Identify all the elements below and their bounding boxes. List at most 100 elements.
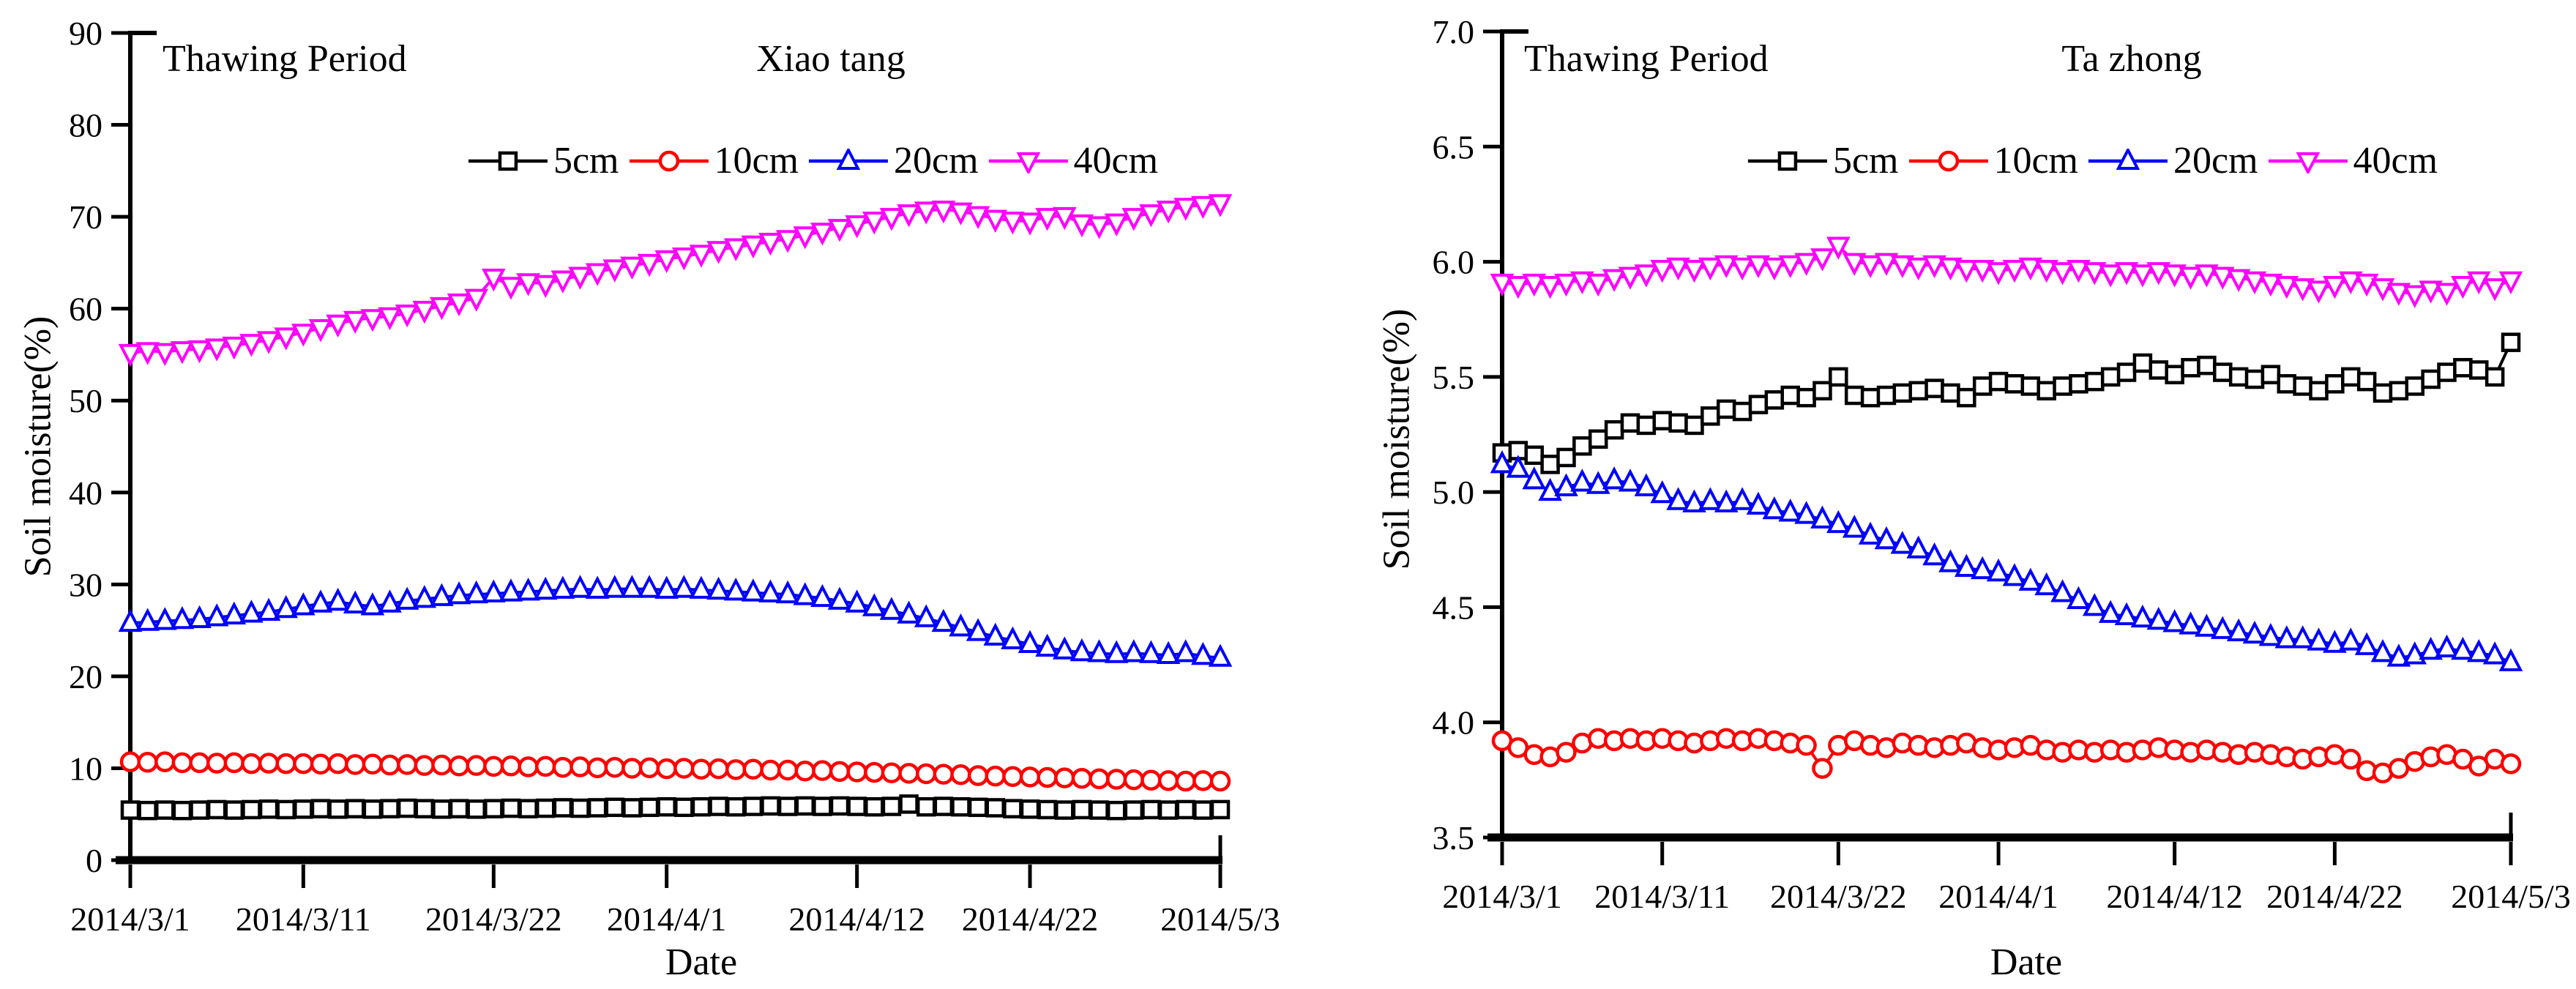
- circle-marker: [431, 754, 452, 776]
- y-tick-label: 70: [69, 198, 102, 236]
- legend-square-icon: [468, 151, 548, 171]
- circle-marker: [362, 753, 384, 775]
- triangle-up-marker: [1874, 526, 1899, 550]
- triangle-up-marker: [1762, 496, 1787, 520]
- square-marker: [1556, 447, 1576, 468]
- triangle-down-marker: [1826, 236, 1851, 260]
- square-marker: [432, 799, 452, 819]
- triangle-down-marker: [1173, 198, 1198, 221]
- circle-marker: [846, 761, 867, 783]
- circle-marker: [327, 753, 348, 775]
- y-tick-label: 5.5: [1433, 359, 1475, 396]
- legend-label: 20cm: [2173, 140, 2258, 182]
- square-marker: [1812, 381, 1832, 400]
- square-marker: [2036, 381, 2056, 400]
- legend-triangle-down-icon: [988, 152, 1068, 173]
- square-marker: [1572, 436, 1592, 456]
- triangle-up-marker: [827, 586, 852, 610]
- triangle-down-marker: [2435, 283, 2459, 306]
- chart-1: 3.5 4.0 4.5 5.0 5.5 6.0 6.5 7.0 2014/3/1 2014/3/1…: [1433, 13, 2571, 915]
- triangle-up-marker: [222, 601, 247, 625]
- triangle-down-marker: [1794, 253, 1818, 276]
- triangle-up-marker: [2291, 625, 2315, 649]
- square-marker: [1716, 399, 1736, 419]
- triangle-down-marker: [862, 212, 886, 235]
- square-marker: [2277, 374, 2297, 394]
- circle-marker: [119, 751, 141, 772]
- square-marker: [2309, 381, 2329, 400]
- axes: [111, 31, 1222, 888]
- triangle-down-marker: [1698, 257, 1722, 281]
- triangle-down-marker: [741, 235, 766, 259]
- square-marker: [2341, 367, 2361, 387]
- triangle-up-marker: [2195, 613, 2219, 637]
- square-marker: [2197, 355, 2217, 376]
- triangle-down-marker: [2354, 273, 2379, 297]
- square-marker: [1089, 800, 1109, 820]
- triangle-up-marker: [897, 600, 921, 624]
- circle-marker: [1157, 770, 1179, 791]
- triangle-up-marker: [1890, 531, 1915, 554]
- series-5cm: [120, 794, 1231, 821]
- triangle-down-marker: [533, 275, 558, 299]
- triangle-up-marker: [2466, 639, 2491, 663]
- triangle-up-marker: [447, 581, 471, 605]
- triangle-down-marker: [1906, 257, 1930, 281]
- triangle-down-marker: [447, 293, 471, 317]
- triangle-down-marker: [170, 341, 195, 365]
- triangle-down-marker: [2498, 271, 2523, 295]
- square-marker: [2469, 360, 2489, 380]
- triangle-down-marker: [2226, 269, 2251, 292]
- square-marker: [1892, 383, 1913, 403]
- triangle-down-marker: [914, 201, 938, 225]
- triangle-down-marker: [2034, 260, 2058, 283]
- triangle-down-marker: [1986, 262, 2011, 285]
- triangle-down-marker: [326, 314, 350, 338]
- triangle-down-marker: [637, 253, 662, 277]
- triangle-up-marker: [2403, 641, 2427, 665]
- series-line-5cm: [1501, 341, 2512, 466]
- triangle-down-marker: [1714, 255, 1739, 279]
- y-tick-label: 7.0: [1433, 13, 1475, 51]
- square-marker: [1037, 799, 1057, 820]
- triangle-up-marker: [1746, 491, 1771, 515]
- square-marker: [2356, 371, 2377, 392]
- triangle-up-marker: [585, 575, 610, 599]
- triangle-down-marker: [810, 223, 835, 246]
- triangle-up-marker: [1858, 521, 1883, 545]
- triangle-up-marker: [1634, 473, 1659, 496]
- triangle-up-marker: [1538, 477, 1562, 501]
- triangle-down-marker: [966, 206, 990, 229]
- x-axis-title: Date: [1990, 941, 2063, 983]
- triangle-down-marker: [1858, 255, 1883, 279]
- triangle-down-marker: [135, 342, 160, 365]
- triangle-up-marker: [983, 622, 1008, 646]
- y-tick-label: 6.0: [1433, 244, 1475, 281]
- square-marker: [1141, 799, 1161, 820]
- triangle-up-marker: [1570, 469, 1594, 492]
- circle-marker: [604, 756, 626, 778]
- triangle-up-marker: [187, 605, 212, 629]
- circle-marker: [950, 764, 971, 785]
- triangle-up-marker: [793, 582, 818, 605]
- x-tick-label: 2014/5/3: [1160, 900, 1280, 938]
- square-marker: [155, 800, 175, 820]
- square-marker: [466, 799, 486, 819]
- triangle-down-marker: [1842, 253, 1867, 276]
- square-marker: [518, 799, 538, 818]
- square-marker: [847, 796, 867, 816]
- triangle-up-marker: [326, 587, 350, 611]
- square-marker: [2389, 381, 2409, 400]
- circle-marker: [137, 752, 158, 773]
- square-marker: [899, 794, 919, 814]
- circle-marker: [1089, 768, 1110, 790]
- triangle-down-marker: [1634, 264, 1659, 288]
- triangle-down-marker: [2067, 260, 2091, 283]
- triangle-down-marker: [412, 300, 437, 324]
- triangle-down-marker: [2002, 260, 2027, 283]
- circle-marker: [241, 753, 262, 775]
- triangle-up-marker: [2242, 620, 2267, 644]
- square-marker: [449, 799, 469, 818]
- legend-item-5cm: 5cm: [467, 139, 619, 182]
- triangle-up-marker: [343, 590, 367, 613]
